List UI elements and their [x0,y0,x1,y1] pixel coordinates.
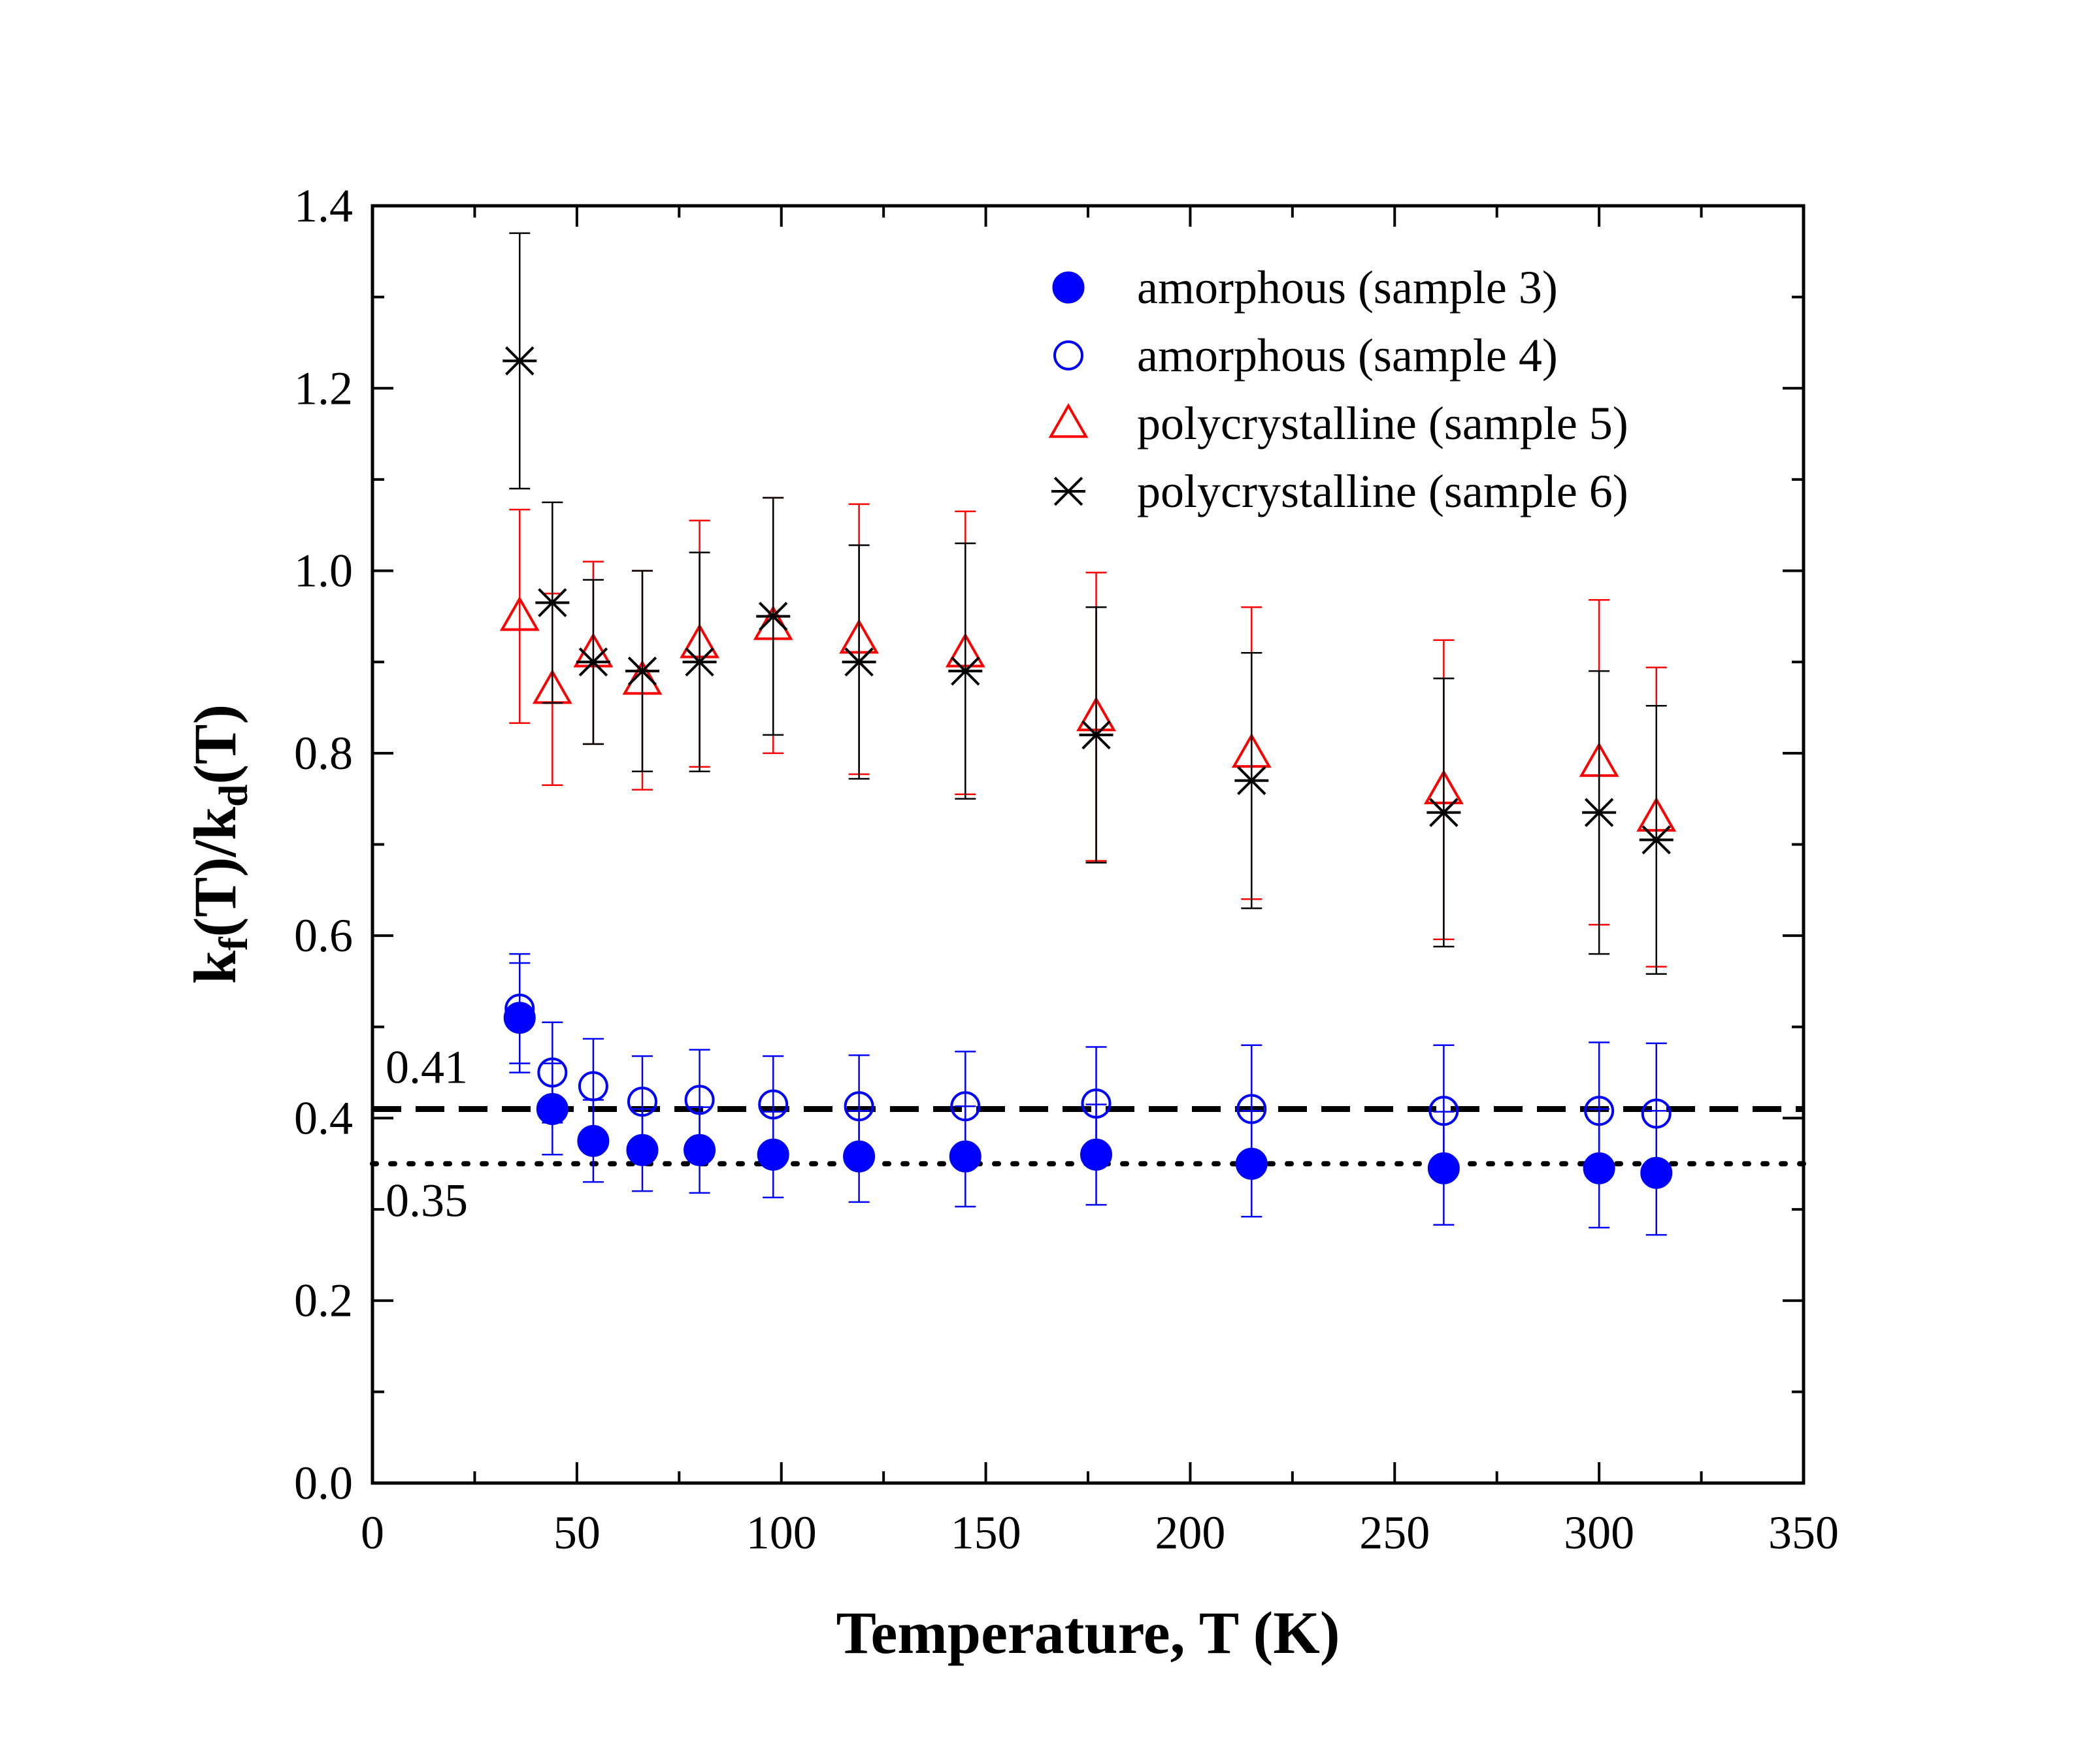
y-axis-title-end: (T) [182,704,248,785]
y-tick-label: 1.4 [294,180,353,232]
legend-marker [1053,340,1083,370]
data-point [503,346,537,376]
x-tick-label: 350 [1768,1507,1839,1559]
legend-marker [1052,271,1085,304]
x-tick-label: 100 [746,1507,817,1559]
series-layer [499,232,1677,1236]
y-axis-title: kf(T)/kd(T) [182,704,256,984]
legend-label: amorphous (sample 4) [1137,329,1558,382]
legend-item: amorphous (sample 3) [1052,261,1558,314]
data-point [536,1092,569,1125]
axis-tick-labels: 0 50 100 150 200 250 300 350 0.0 0.2 0.4 0.6 0.8 1.0 1… [294,180,1839,1559]
reference-lines: 0.41 0.35 [370,1041,1806,1226]
data-point [757,1138,789,1171]
data-point [626,1134,659,1166]
data-point [948,656,983,686]
data-point [843,1140,876,1173]
reference-line-label: 0.41 [386,1041,468,1093]
data-point [842,647,876,677]
y-tick-label: 0.8 [294,727,353,779]
data-point [1234,766,1269,795]
data-point [535,588,570,617]
legend-label: polycrystalline (sample 6) [1137,465,1628,517]
data-point [1640,1156,1673,1189]
error-bar [509,508,531,725]
data-point [1427,798,1461,827]
y-tick-label: 0.2 [294,1275,353,1327]
axis-ticks [371,204,1805,1484]
x-tick-label: 300 [1564,1507,1634,1559]
legend-marker [1048,402,1089,438]
y-axis-title-sub1: f [212,936,256,951]
data-point [1583,1152,1615,1184]
x-tick-label: 0 [361,1507,384,1559]
data-point [625,656,659,686]
legend-label: amorphous (sample 3) [1137,261,1558,314]
x-tick-label: 50 [553,1507,601,1559]
data-point [1582,798,1617,827]
legend-label: polycrystalline (sample 5) [1137,397,1628,449]
y-tick-label: 0.6 [294,909,353,962]
data-point [1079,720,1113,750]
data-point [499,596,540,631]
data-point [684,1134,716,1166]
y-tick-label: 0.4 [294,1092,353,1144]
data-point [1080,1138,1113,1171]
data-point [503,1002,536,1034]
data-point [756,602,791,631]
legend-item: amorphous (sample 4) [1053,329,1558,382]
y-tick-label: 1.0 [294,545,353,597]
y-axis-title-sub2: d [212,784,256,806]
data-point [1427,1152,1460,1184]
series-4 [503,232,1674,975]
x-axis-title: Temperature, T (K) [836,1599,1340,1666]
data-point [576,647,610,677]
series-1 [503,962,1673,1236]
x-tick-label: 250 [1359,1507,1430,1559]
legend-item: polycrystalline (sample 5) [1048,397,1628,449]
legend: amorphous (sample 3) amorphous (sample 4)… [1048,261,1628,517]
reference-line-label: 0.35 [386,1174,468,1226]
y-tick-label: 0.0 [294,1457,353,1509]
y-axis-title-mid: (T)/k [182,806,248,937]
data-point [682,647,717,677]
data-point [1639,825,1674,855]
data-point [577,1124,610,1157]
legend-marker [1051,476,1085,506]
data-point [1235,1147,1268,1180]
legend-item: polycrystalline (sample 6) [1051,465,1628,517]
y-tick-label: 1.2 [294,362,353,414]
x-tick-label: 200 [1155,1507,1225,1559]
data-point [949,1140,981,1173]
y-axis-title-main: k [182,950,248,984]
x-tick-label: 150 [951,1507,1021,1559]
